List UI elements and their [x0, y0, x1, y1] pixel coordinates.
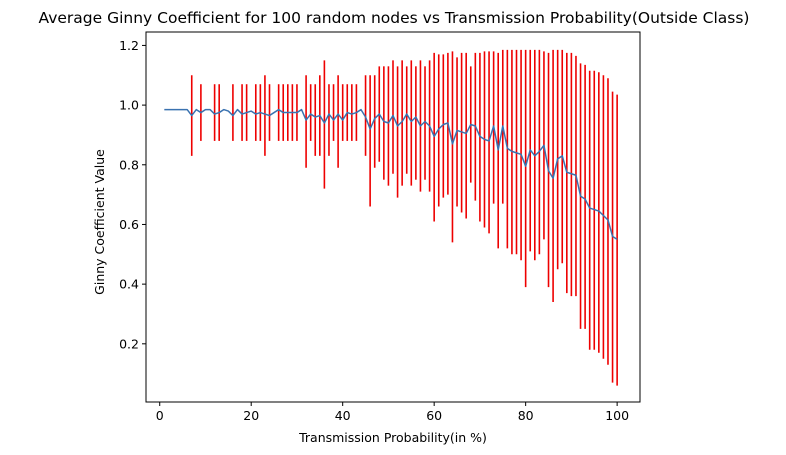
y-tick-label: 0.2 [119, 336, 139, 351]
x-tick-label: 40 [335, 408, 351, 423]
y-tick-label: 1.0 [119, 98, 139, 113]
y-axis: 0.2 0.4 0.6 0.8 1.0 1.2 [119, 38, 146, 351]
y-tick-label: 1.2 [119, 38, 139, 53]
x-tick-label: 0 [156, 408, 164, 423]
y-tick-label: 0.8 [119, 157, 139, 172]
x-tick-label: 100 [605, 408, 629, 423]
plot-frame [145, 31, 641, 403]
y-tick-label: 0.6 [119, 217, 139, 232]
x-axis: 0 20 40 60 80 100 [156, 402, 629, 423]
chart-title: Average Ginny Coefficient for 100 random… [39, 9, 750, 27]
y-tick-label: 0.4 [119, 277, 139, 292]
x-tick-label: 20 [243, 408, 259, 423]
series-group [164, 108, 618, 241]
x-tick-label: 60 [426, 408, 442, 423]
series-line [164, 108, 618, 241]
y-axis-label: Ginny Coefficient Value [92, 149, 107, 295]
error-bars [190, 49, 618, 386]
x-axis-label: Transmission Probability(in %) [298, 430, 487, 445]
x-tick-label: 80 [518, 408, 534, 423]
